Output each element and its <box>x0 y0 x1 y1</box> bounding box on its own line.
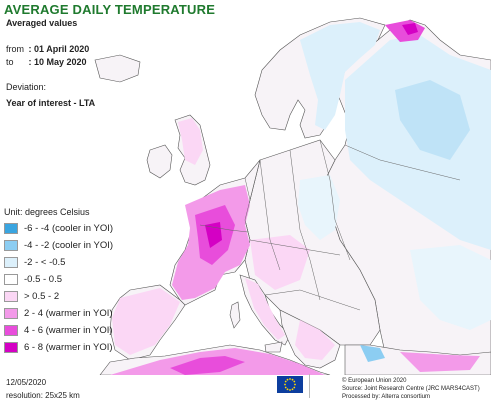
copyright-text: © European Union 2020 <box>342 378 407 384</box>
map-title: AVERAGE DAILY TEMPERATURE <box>4 2 216 17</box>
legend: Unit: degrees Celsius -6 - -4 (cooler in… <box>4 207 113 356</box>
map-subtitle: Averaged values <box>6 18 78 28</box>
legend-swatch <box>4 240 18 251</box>
credits: © European Union 2020 Source: Joint Rese… <box>342 377 480 401</box>
legend-item: > 0.5 - 2 <box>4 288 113 305</box>
period-to: to : 10 May 2020 <box>6 57 87 67</box>
legend-swatch <box>4 291 18 302</box>
cooler-regions <box>298 22 491 362</box>
from-label: from <box>6 44 24 54</box>
to-label: to <box>6 57 14 67</box>
legend-item: -4 - -2 (cooler in YOI) <box>4 237 113 254</box>
legend-label: -0.5 - 0.5 <box>24 274 63 285</box>
warmer-regions <box>110 20 480 375</box>
map-canvas <box>94 17 491 375</box>
legend-item: -6 - -4 (cooler in YOI) <box>4 220 113 237</box>
from-value: : 01 April 2020 <box>28 44 90 54</box>
legend-label: 4 - 6 (warmer in YOI) <box>24 325 113 336</box>
deviation-value: Year of interest - LTA <box>6 98 96 108</box>
legend-swatch <box>4 308 18 319</box>
legend-label: -2 - < -0.5 <box>24 257 66 268</box>
deviation-label: Deviation: <box>6 82 47 92</box>
legend-label: > 0.5 - 2 <box>24 291 60 302</box>
logo-divider <box>309 374 310 398</box>
legend-swatch <box>4 274 18 285</box>
legend-swatch <box>4 325 18 336</box>
legend-item: 4 - 6 (warmer in YOI) <box>4 322 113 339</box>
legend-swatch <box>4 223 18 234</box>
resolution-text: resolution: 25x25 km <box>6 391 80 400</box>
legend-swatch <box>4 342 18 353</box>
source-text: Source: Joint Research Centre (JRC MARS4… <box>342 386 480 392</box>
to-value: : 10 May 2020 <box>28 57 87 67</box>
country-borders <box>199 139 461 311</box>
legend-item: 2 - 4 (warmer in YOI) <box>4 305 113 322</box>
legend-item: -0.5 - 0.5 <box>4 271 113 288</box>
legend-label: -6 - -4 (cooler in YOI) <box>24 223 114 234</box>
legend-item: 6 - 8 (warmer in YOI) <box>4 339 113 356</box>
legend-unit: Unit: degrees Celsius <box>4 207 90 217</box>
eu-flag-logo <box>277 376 303 393</box>
legend-item: -2 - < -0.5 <box>4 254 113 271</box>
europe-map <box>94 17 491 375</box>
processed-text: Processed by: Alterra consortium <box>342 394 431 400</box>
period-from: from : 01 April 2020 <box>6 44 89 54</box>
legend-swatch <box>4 257 18 268</box>
legend-label: 2 - 4 (warmer in YOI) <box>24 308 113 319</box>
issue-date: 12/05/2020 <box>6 378 47 387</box>
legend-label: 6 - 8 (warmer in YOI) <box>24 342 113 353</box>
legend-label: -4 - -2 (cooler in YOI) <box>24 240 114 251</box>
eu-stars-icon <box>284 378 296 391</box>
